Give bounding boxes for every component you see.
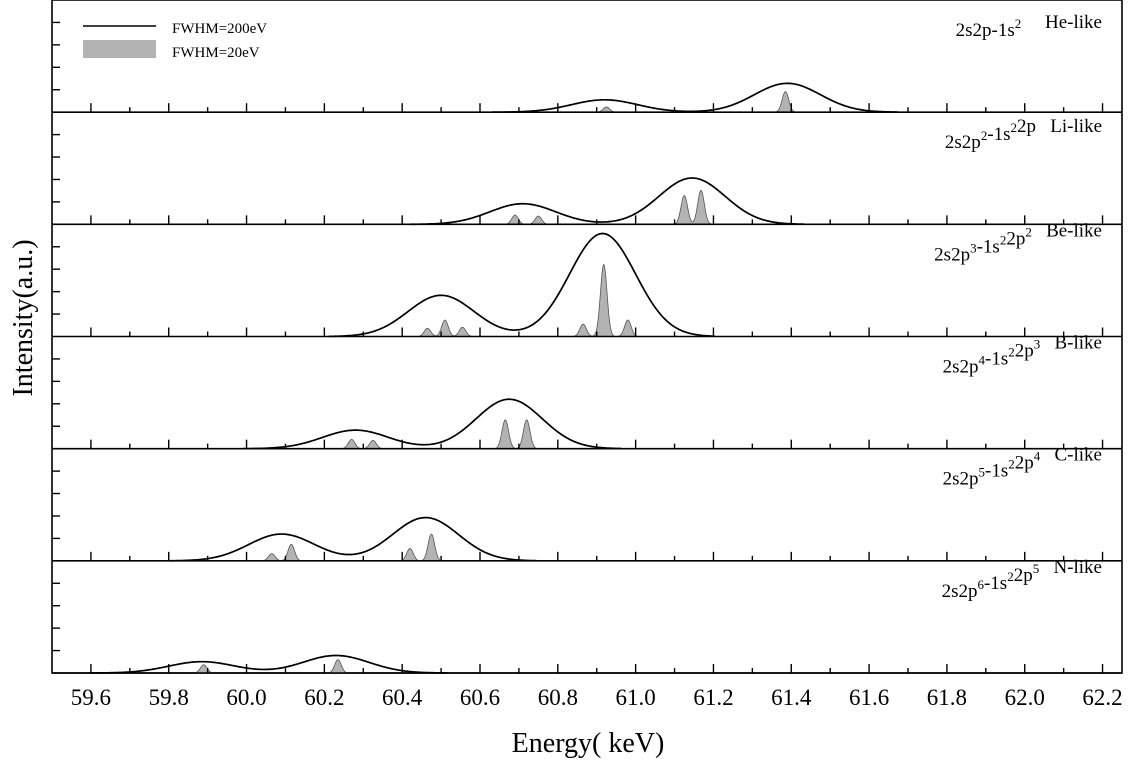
x-tick-label: 60.8 [538,685,578,710]
x-tick-label: 60.6 [460,685,500,710]
x-tick-label: 62.2 [1082,685,1122,710]
narrow-peak-group [527,215,550,225]
narrow-peak-group [774,91,797,113]
panel-label: 2s2p6-1s22p5 N-like [942,557,1102,602]
legend-label: FWHM=200eV [172,21,267,37]
panel-3: 2s2p3-1s22p2 Be-like [52,220,1122,338]
narrow-peak-group [504,214,526,225]
x-tick-label: 61.0 [616,685,656,710]
narrow-peak-group [416,319,474,337]
legend-fill-swatch [83,40,156,58]
x-tick-label: 62.0 [1005,685,1045,710]
panel-label: 2s2p4-1s22p3 B-like [943,333,1102,378]
x-tick-label: 61.4 [771,685,812,710]
narrow-peak-group [362,440,384,450]
x-tick-label: 60.0 [226,685,266,710]
x-tick-label: 60.4 [382,685,423,710]
legend-label: FWHM=20eV [172,45,260,61]
panel-1: 2s2p-1s2 He-like [52,12,1122,113]
x-tick-label: 61.8 [927,685,967,710]
panel-label: 2s2p2-1s22p Li-like [945,116,1102,153]
x-tick-label: 60.2 [304,685,344,710]
panel-4: 2s2p4-1s22p3 B-like [52,333,1122,450]
panel-2: 2s2p2-1s22p Li-like [52,116,1122,226]
x-tick-label: 61.2 [693,685,733,710]
narrow-peak-group [673,189,713,225]
legend: FWHM=200eV FWHM=20eV [83,21,267,61]
panel-6: 2s2p6-1s22p5 N-like [52,557,1122,674]
narrow-peak-group [327,659,350,674]
narrow-peak-group [192,664,215,674]
x-tick-label: 61.6 [849,685,889,710]
x-tick-label: 59.8 [149,685,189,710]
broad-envelope [243,398,622,450]
narrow-peak-group [260,544,303,562]
panel-label: 2s2p3-1s22p2 Be-like [934,220,1102,265]
x-tick-label: 59.6 [71,685,111,710]
panel-5: 2s2p5-1s22p4 C-like [52,445,1122,562]
broad-envelope [89,654,448,674]
broad-envelope [410,177,805,226]
panel-label: 2s2p5-1s22p4 C-like [943,445,1102,490]
narrow-peak-group [340,438,364,450]
narrow-peak-group [494,419,517,450]
x-axis-title: Energy( keV) [511,728,665,759]
y-axis-title: Intensity(a.u.) [8,239,39,397]
panel-label: 2s2p-1s2 He-like [956,12,1102,41]
narrow-peak-group [420,533,443,562]
broad-envelope [169,516,537,562]
broad-envelope [492,82,899,113]
broad-envelope [328,232,715,338]
narrow-peak-group [572,264,616,337]
